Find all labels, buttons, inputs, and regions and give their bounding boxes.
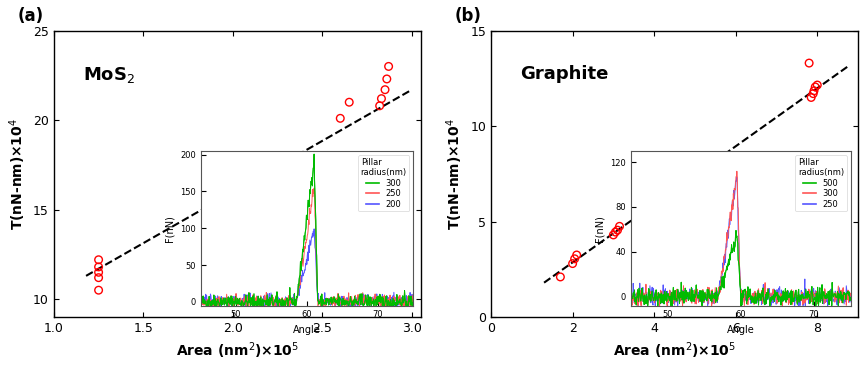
Text: (a): (a) [17, 7, 43, 25]
Point [608, 229, 622, 235]
Point [804, 95, 818, 100]
X-axis label: Area (nm$^2$)×10$^5$: Area (nm$^2$)×10$^5$ [176, 340, 298, 361]
Point [375, 96, 388, 102]
Point [380, 76, 394, 82]
Y-axis label: T(nN-nm)×10$^4$: T(nN-nm)×10$^4$ [444, 118, 465, 230]
Text: MoS$_2$: MoS$_2$ [83, 65, 135, 85]
Point [811, 82, 824, 88]
Point [343, 99, 356, 105]
Point [373, 103, 387, 109]
Point [606, 232, 620, 238]
Point [226, 176, 240, 182]
Point [222, 192, 236, 198]
Point [806, 91, 820, 96]
Point [566, 261, 580, 266]
Point [92, 275, 106, 280]
Point [92, 269, 106, 275]
Point [333, 116, 347, 121]
Point [567, 256, 581, 262]
Text: Graphite: Graphite [521, 65, 609, 83]
Point [92, 264, 106, 270]
Point [612, 223, 626, 229]
Point [802, 60, 816, 66]
Point [554, 274, 567, 280]
Point [807, 88, 821, 94]
Point [222, 198, 236, 204]
Text: (b): (b) [454, 7, 481, 25]
X-axis label: Area (nm$^2$)×10$^5$: Area (nm$^2$)×10$^5$ [613, 340, 736, 361]
Y-axis label: T(nN-nm)×10$^4$: T(nN-nm)×10$^4$ [7, 118, 28, 230]
Point [570, 252, 584, 258]
Point [221, 207, 234, 213]
Point [92, 287, 106, 293]
Point [224, 185, 238, 191]
Point [381, 63, 395, 69]
Point [611, 227, 625, 233]
Point [378, 87, 392, 93]
Point [808, 84, 822, 90]
Point [92, 257, 106, 263]
